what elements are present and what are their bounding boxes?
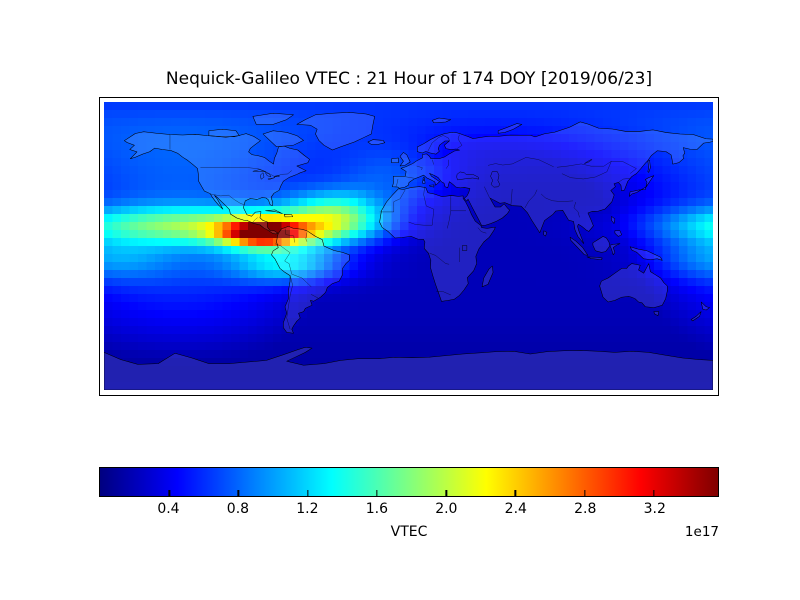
colorbar-tick-label: 0.8 [226, 501, 250, 517]
coastlines [104, 112, 713, 390]
colorbar-tick-label: 1.6 [365, 501, 388, 517]
colorbar-tick-label: 2.0 [435, 501, 458, 517]
vtec-heatmap-cells [104, 102, 713, 390]
colorbar-tick [307, 490, 309, 496]
colorbar-tick-label: 2.4 [504, 501, 527, 517]
colorbar-tick [653, 490, 655, 496]
colorbar-tick-labels: 0.4 0.8 1.2 1.6 2.0 2.4 2.8 3.2 [99, 501, 719, 520]
country-borders [169, 134, 637, 330]
colorbar-tick-label: 2.8 [574, 501, 597, 517]
colorbar-tick-label: 3.2 [643, 501, 666, 517]
colorbar-axis-label: VTEC [390, 524, 428, 540]
plot-title: Nequick-Galileo VTEC : 21 Hour of 174 DO… [165, 69, 653, 89]
colorbar-tick [445, 490, 447, 496]
colorbar-tick [168, 490, 170, 496]
colorbar-tick [237, 490, 240, 496]
colorbar-offset-label: 1e17 [684, 524, 719, 540]
map-frame [99, 97, 719, 396]
colorbar-tick [514, 490, 517, 496]
colorbar-tick-label: 0.4 [157, 501, 180, 517]
colorbar-tick-label: 1.2 [296, 501, 319, 517]
colorbar-tick [376, 490, 378, 496]
colorbar [99, 467, 719, 497]
lakes-and-seas-outlines [252, 159, 593, 251]
world-vtec-map [104, 102, 713, 390]
colorbar-gradient [100, 468, 718, 496]
colorbar-tick [584, 490, 586, 496]
